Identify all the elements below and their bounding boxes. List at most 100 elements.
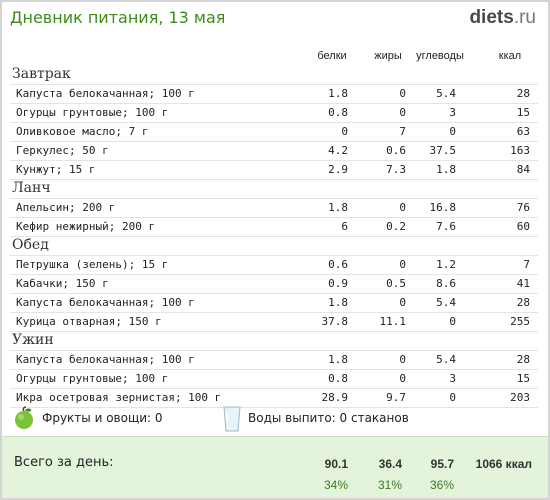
section-title-text: Обед — [12, 237, 49, 253]
food-name: Капуста белокачанная; 100 г — [16, 353, 195, 366]
kcal-value: 84 — [516, 163, 530, 176]
table-row[interactable]: Кунжут; 15 г 2.9 7.3 1.8 84 — [10, 161, 538, 180]
page-title: Дневник питания, 13 мая — [10, 8, 226, 27]
col-fat: жиры — [374, 50, 402, 62]
protein-value: 28.9 — [321, 391, 349, 404]
protein-value: 0.9 — [328, 277, 348, 290]
protein-value: 0 — [341, 125, 348, 138]
protein-value: 37.8 — [321, 315, 349, 328]
kcal-value: 28 — [516, 296, 530, 309]
fat-value: 7.3 — [386, 163, 406, 176]
table-row[interactable]: Капуста белокачанная; 100 г 1.8 0 5.4 28 — [10, 350, 538, 370]
carbs-value: 7.6 — [436, 220, 456, 233]
protein-percent: 34% — [323, 478, 348, 492]
section-title: Завтрак — [10, 66, 538, 84]
food-name: Капуста белокачанная; 100 г — [16, 87, 195, 100]
kcal-value: 203 — [510, 391, 530, 404]
column-headers: белки жиры углеводы ккал — [10, 48, 538, 66]
carbs-value: 0 — [449, 125, 456, 138]
kcal-value: 60 — [516, 220, 530, 233]
section-title: Ланч — [10, 180, 538, 198]
fat-value: 0 — [399, 353, 406, 366]
glass-icon — [223, 406, 241, 432]
table-row[interactable]: Геркулес; 50 г 4.2 0.6 37.5 163 — [10, 142, 538, 161]
food-name: Огурцы грунтовые; 100 г — [16, 372, 169, 385]
col-kcal: ккал — [498, 50, 522, 62]
food-name: Кефир нежирный; 200 г — [16, 220, 156, 233]
carbs-value: 5.4 — [436, 296, 456, 309]
carbs-value: 8.6 — [436, 277, 456, 290]
kcal-value: 28 — [516, 87, 530, 100]
protein-value: 1.8 — [328, 353, 348, 366]
protein-value: 0.8 — [328, 106, 348, 119]
fat-value: 0 — [399, 258, 406, 271]
kcal-value: 15 — [516, 372, 530, 385]
carbs-value: 1.2 — [436, 258, 456, 271]
total-kcal: 1066 ккал — [475, 457, 532, 471]
kcal-value: 63 — [516, 125, 530, 138]
food-name: Кунжут; 15 г — [16, 163, 96, 176]
fat-value: 0 — [399, 106, 406, 119]
fruit-counter: Фрукты и овощи: 0 — [42, 411, 163, 425]
protein-value: 1.8 — [328, 87, 348, 100]
food-name: Огурцы грунтовые; 100 г — [16, 106, 169, 119]
kcal-value: 163 — [510, 144, 530, 157]
protein-value: 2.9 — [328, 163, 348, 176]
fat-value: 11.1 — [379, 315, 407, 328]
protein-value: 4.2 — [328, 144, 348, 157]
fat-value: 0 — [399, 372, 406, 385]
fat-value: 0.2 — [386, 220, 406, 233]
apple-icon — [15, 406, 33, 429]
kcal-value: 76 — [516, 201, 530, 214]
kcal-value: 41 — [516, 277, 530, 290]
fat-value: 0.5 — [386, 277, 406, 290]
carbs-value: 0 — [449, 391, 456, 404]
protein-value: 6 — [341, 220, 348, 233]
kcal-value: 7 — [523, 258, 530, 271]
water-counter: Воды выпито: 0 стаканов — [248, 411, 409, 425]
logo-brand: diets — [469, 7, 514, 28]
table-row[interactable]: Кабачки; 150 г 0.9 0.5 8.6 41 — [10, 275, 538, 294]
food-name: Кабачки; 150 г — [16, 277, 109, 290]
carbs-value: 5.4 — [436, 87, 456, 100]
fat-value: 0 — [399, 87, 406, 100]
totals-label: Всего за день: — [14, 455, 114, 470]
table-row[interactable]: Огурцы грунтовые; 100 г 0.8 0 3 15 — [10, 104, 538, 123]
table-row[interactable]: Огурцы грунтовые; 100 г 0.8 0 3 15 — [10, 370, 538, 389]
kcal-value: 255 — [510, 315, 530, 328]
food-name: Петрушка (зелень); 15 г — [16, 258, 169, 271]
total-protein: 90.1 — [324, 457, 348, 471]
table-row[interactable]: Кефир нежирный; 200 г 6 0.2 7.6 60 — [10, 218, 538, 237]
day-totals: Всего за день: 90.1 36.4 95.7 1066 ккал … — [2, 436, 548, 498]
protein-value: 0.6 — [328, 258, 348, 271]
carbs-percent: 36% — [429, 478, 454, 492]
food-name: Геркулес; 50 г — [16, 144, 109, 157]
fat-value: 9.7 — [386, 391, 406, 404]
carbs-value: 1.8 — [436, 163, 456, 176]
section-title: Ужин — [10, 332, 538, 350]
fat-value: 0 — [399, 201, 406, 214]
table-row[interactable]: Капуста белокачанная; 100 г 1.8 0 5.4 28 — [10, 84, 538, 104]
table-row[interactable]: Капуста белокачанная; 100 г 1.8 0 5.4 28 — [10, 294, 538, 313]
site-logo[interactable]: diets.ru — [469, 7, 536, 29]
header: Дневник питания, 13 мая diets.ru — [2, 2, 548, 38]
table-row[interactable]: Петрушка (зелень); 15 г 0.6 0 1.2 7 — [10, 255, 538, 275]
food-table: белки жиры углеводы ккал Завтрак Капуста … — [10, 48, 538, 408]
food-name: Апельсин; 200 г — [16, 201, 116, 214]
fat-percent: 31% — [377, 478, 402, 492]
carbs-value: 37.5 — [429, 144, 457, 157]
section-title-text: Ужин — [12, 332, 54, 348]
table-row[interactable]: Оливковое масло; 7 г 0 7 0 63 — [10, 123, 538, 142]
protein-value: 1.8 — [328, 296, 348, 309]
carbs-value: 0 — [449, 315, 456, 328]
fat-value: 0.6 — [386, 144, 406, 157]
table-row[interactable]: Курица отварная; 150 г 37.8 11.1 0 255 — [10, 313, 538, 332]
food-name: Капуста белокачанная; 100 г — [16, 296, 195, 309]
section-title-text: Завтрак — [12, 66, 71, 82]
table-row[interactable]: Апельсин; 200 г 1.8 0 16.8 76 — [10, 198, 538, 218]
carbs-value: 3 — [449, 106, 456, 119]
fat-value: 7 — [399, 125, 406, 138]
food-name: Икра осетровая зернистая; 100 г — [16, 391, 222, 404]
table-row[interactable]: Икра осетровая зернистая; 100 г 28.9 9.7 0 2… — [10, 389, 538, 408]
